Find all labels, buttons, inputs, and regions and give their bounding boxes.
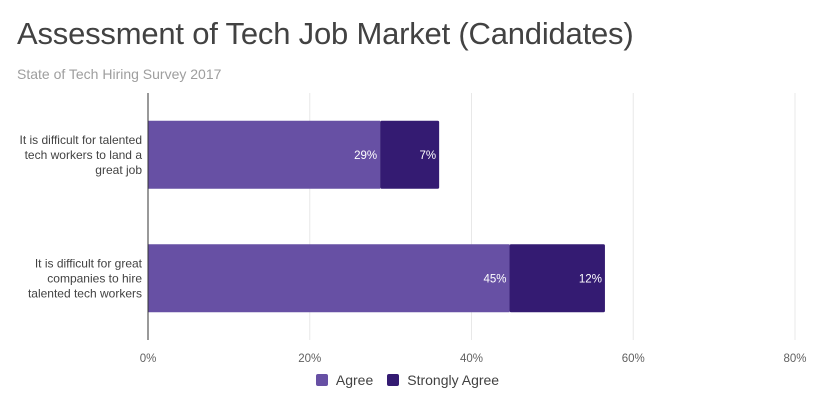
legend-label-strongly-agree: Strongly Agree [407,372,500,388]
x-tick-label: 80% [783,353,806,365]
chart-title: Assessment of Tech Job Market (Candidate… [17,16,634,51]
data-label: 29% [354,150,377,162]
bar-agree [148,244,510,313]
category-label: companies to hire [47,271,142,285]
category-label: talented tech workers [28,286,142,300]
category-label: tech workers to land a [25,148,143,162]
bar-strongly-agree [509,244,605,313]
legend-swatch-agree [315,374,328,386]
legend-swatch-strongly-agree [387,374,400,386]
x-tick-label: 20% [298,353,321,365]
data-label: 7% [420,150,437,162]
bar-strongly-agree [380,120,440,189]
category-label: It is difficult for great [35,256,143,270]
data-label: 12% [579,273,602,285]
x-tick-label: 60% [622,353,645,365]
chart-subtitle: State of Tech Hiring Survey 2017 [17,66,222,82]
legend-item-agree[interactable]: Agree [315,372,374,388]
bar-agree [148,120,381,189]
data-label: 45% [483,273,506,285]
x-tick-label: 0% [140,353,157,365]
legend-item-strongly-agree[interactable]: Strongly Agree [387,372,499,388]
legend-label-agree: Agree [335,372,374,388]
category-label: great job [95,163,142,177]
legend: Agree Strongly Agree [0,372,815,388]
category-label: It is difficult for talented [19,133,142,147]
x-tick-label: 40% [460,353,483,365]
